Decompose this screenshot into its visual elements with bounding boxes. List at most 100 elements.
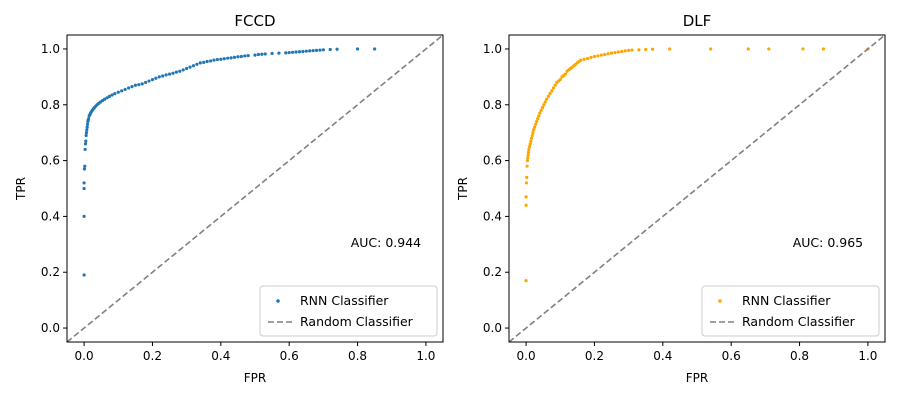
data-point <box>181 68 185 72</box>
data-point <box>82 214 86 219</box>
data-point <box>188 65 192 69</box>
data-point <box>524 279 528 283</box>
data-point <box>526 153 530 157</box>
y-tick-label: 0.6 <box>483 154 502 168</box>
data-point <box>161 74 165 78</box>
data-point <box>137 83 141 87</box>
data-point <box>709 47 713 51</box>
data-point <box>650 47 655 51</box>
legend-marker-rnn <box>718 299 722 303</box>
x-axis-label: FPR <box>244 371 266 385</box>
data-point <box>586 56 590 61</box>
data-point <box>525 175 529 179</box>
y-tick-label: 0.0 <box>41 321 60 335</box>
data-point <box>582 57 586 61</box>
data-point <box>668 47 672 51</box>
plot-area <box>509 35 885 342</box>
data-point <box>133 83 137 87</box>
x-tick-label: 0.8 <box>790 349 809 363</box>
data-point <box>620 49 624 54</box>
data-point <box>527 147 531 152</box>
chart-title: DLF <box>683 12 712 30</box>
data-point <box>256 52 261 57</box>
x-tick-label: 0.8 <box>348 349 367 363</box>
x-tick-label: 0.0 <box>517 349 536 363</box>
x-tick-label: 1.0 <box>416 349 435 363</box>
data-point <box>198 61 202 65</box>
data-point <box>85 125 89 129</box>
data-point <box>116 90 120 94</box>
data-point <box>548 92 552 96</box>
data-point <box>185 66 189 71</box>
data-point <box>527 145 532 149</box>
x-tick-label: 0.4 <box>653 349 672 363</box>
y-tick-label: 0.6 <box>41 154 60 168</box>
data-point <box>373 47 377 51</box>
data-point <box>84 131 89 135</box>
data-point <box>599 53 603 57</box>
chart-title: FCCD <box>234 12 275 30</box>
data-point <box>191 64 196 68</box>
data-point <box>314 48 319 52</box>
data-point <box>558 78 562 82</box>
auc-annotation: AUC: 0.944 <box>351 235 421 250</box>
x-tick-label: 0.0 <box>75 349 94 363</box>
data-point <box>85 122 90 126</box>
x-tick-label: 0.2 <box>143 349 162 363</box>
data-point <box>236 55 240 59</box>
legend-label-rnn: RNN Classifier <box>742 293 831 308</box>
data-point <box>205 59 209 64</box>
data-point <box>545 97 549 101</box>
y-axis-label: TPR <box>14 177 28 201</box>
data-point <box>291 50 295 54</box>
data-point <box>107 94 111 98</box>
data-point <box>606 52 610 56</box>
y-tick-label: 1.0 <box>41 42 60 56</box>
data-point <box>243 54 247 58</box>
data-point <box>328 47 332 52</box>
legend-box <box>701 285 880 337</box>
data-point <box>623 49 627 53</box>
data-point <box>120 89 124 93</box>
y-tick-label: 0.2 <box>483 265 502 279</box>
x-axis-label: FPR <box>686 371 708 385</box>
data-point <box>524 203 528 207</box>
y-tick-label: 0.8 <box>483 98 502 112</box>
data-point <box>525 158 530 163</box>
data-point <box>229 56 233 60</box>
data-point <box>543 100 547 104</box>
data-point <box>270 51 274 56</box>
data-point <box>524 181 529 185</box>
data-point <box>284 51 288 55</box>
data-point <box>150 78 155 82</box>
data-point <box>215 57 219 62</box>
data-point <box>130 85 134 89</box>
data-point <box>589 55 593 59</box>
legend-label-rnn: RNN Classifier <box>300 293 389 308</box>
data-point <box>526 150 531 154</box>
data-point <box>535 119 539 124</box>
y-tick-label: 1.0 <box>483 42 502 56</box>
data-point <box>301 49 305 54</box>
data-point <box>154 76 158 80</box>
data-point <box>308 49 312 53</box>
data-point <box>113 92 117 96</box>
axes-frame <box>508 34 886 343</box>
data-point <box>86 117 91 121</box>
axes-frame <box>66 34 444 343</box>
data-point <box>126 86 131 90</box>
legend: RNN Classifier Random Classifier <box>259 285 438 337</box>
data-point <box>533 125 537 129</box>
data-point <box>553 83 557 87</box>
data-point <box>318 48 322 52</box>
data-point <box>596 54 600 58</box>
data-point <box>297 50 302 54</box>
data-point <box>616 50 620 54</box>
legend-label-random: Random Classifier <box>742 314 856 329</box>
data-point <box>603 52 607 57</box>
data-point <box>144 80 148 85</box>
data-point <box>246 54 250 58</box>
data-point <box>174 70 178 74</box>
data-point <box>232 55 237 59</box>
